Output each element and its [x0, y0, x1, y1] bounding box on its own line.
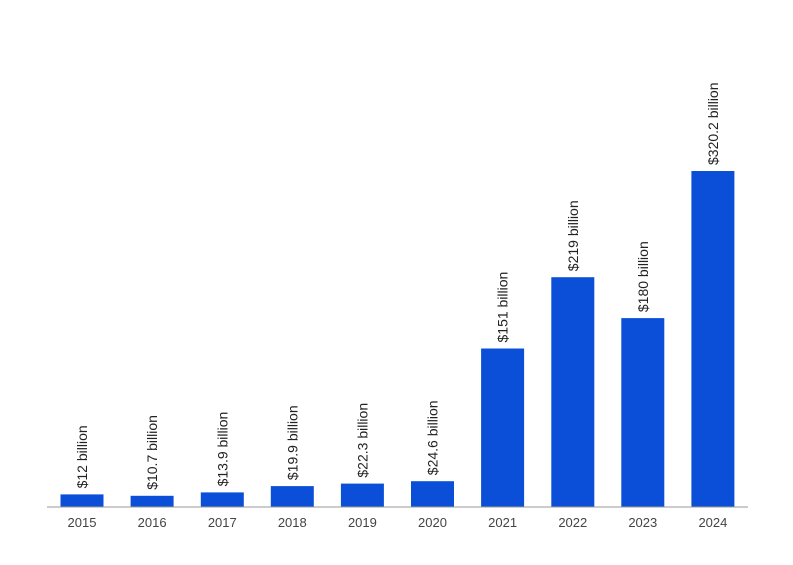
- data-label-2019: $22.3 billion: [354, 403, 370, 478]
- data-label-2024: $320.2 billion: [705, 82, 721, 165]
- data-label-2023: $180 billion: [635, 241, 651, 312]
- bar-2016: [130, 495, 174, 507]
- x-tick-label-2020: 2020: [418, 515, 447, 530]
- x-tick-label-2015: 2015: [68, 515, 97, 530]
- bar-2017: [200, 492, 244, 507]
- x-tick-label-2022: 2022: [558, 515, 587, 530]
- data-label-2022: $219 billion: [565, 200, 581, 271]
- bar-2021: [481, 348, 525, 507]
- bar-2019: [340, 483, 384, 507]
- data-label-2018: $19.9 billion: [284, 405, 300, 480]
- bars-layer: [60, 171, 735, 507]
- x-tick-label-2019: 2019: [348, 515, 377, 530]
- x-tick-label-2021: 2021: [488, 515, 517, 530]
- x-tick-label-2023: 2023: [628, 515, 657, 530]
- x-tick-labels: 2015 2016 2017 2018 2019 2020 2021 2022 2023 2024: [68, 515, 728, 530]
- data-label-2020: $24.6 billion: [425, 400, 441, 475]
- x-tick-label-2017: 2017: [208, 515, 237, 530]
- data-labels: $12 billion $10.7 billion $13.9 billion $19…: [74, 82, 721, 489]
- bar-2023: [621, 318, 665, 507]
- data-label-2021: $151 billion: [495, 272, 511, 343]
- data-label-2017: $13.9 billion: [214, 412, 230, 487]
- data-label-2015: $12 billion: [74, 425, 90, 488]
- bar-2018: [270, 486, 314, 507]
- bar-2015: [60, 494, 104, 507]
- bar-2022: [551, 277, 595, 507]
- bar-2020: [411, 481, 454, 507]
- x-tick-label-2024: 2024: [698, 515, 727, 530]
- x-tick-label-2016: 2016: [138, 515, 167, 530]
- data-label-2016: $10.7 billion: [144, 415, 160, 490]
- bar-2024: [691, 171, 735, 507]
- x-tick-label-2018: 2018: [278, 515, 307, 530]
